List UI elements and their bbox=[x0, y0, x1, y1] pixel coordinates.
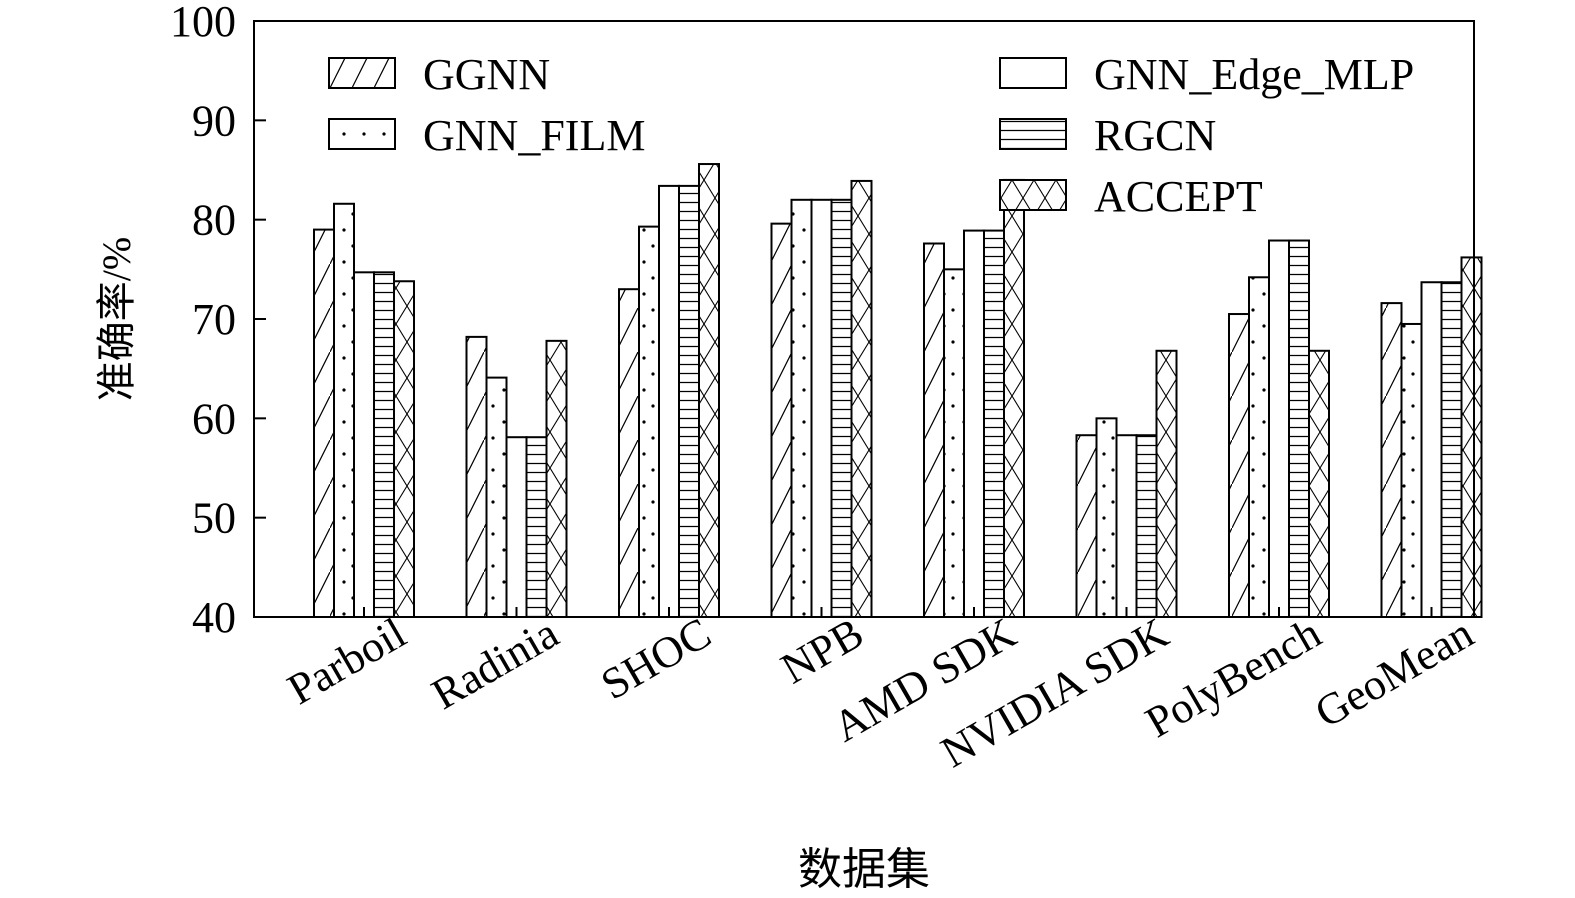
x-tick-label: NPB bbox=[773, 608, 872, 693]
y-tick-label: 70 bbox=[192, 295, 236, 344]
bar bbox=[525, 436, 548, 618]
x-tick-label: SHOC bbox=[593, 608, 719, 709]
legend-swatch bbox=[328, 57, 396, 89]
bar bbox=[923, 242, 945, 619]
bar bbox=[1115, 434, 1138, 618]
bar bbox=[698, 163, 720, 618]
bar bbox=[678, 184, 700, 618]
legend-swatch bbox=[999, 118, 1067, 150]
bar bbox=[983, 229, 1005, 619]
y-tick-label: 90 bbox=[192, 96, 236, 145]
legend-label: GGNN bbox=[423, 50, 550, 99]
bar bbox=[1400, 322, 1423, 618]
bar bbox=[1228, 313, 1250, 618]
bar bbox=[1155, 349, 1178, 618]
bar bbox=[1135, 434, 1158, 618]
y-tick-label: 100 bbox=[170, 0, 236, 46]
bar bbox=[1095, 417, 1118, 619]
bar bbox=[1420, 281, 1443, 618]
bar bbox=[1248, 276, 1270, 618]
bar bbox=[790, 198, 813, 619]
bar bbox=[1308, 349, 1330, 618]
bar bbox=[963, 229, 985, 619]
bar bbox=[545, 339, 568, 618]
bar bbox=[353, 271, 375, 618]
bar bbox=[810, 198, 833, 619]
bar bbox=[333, 202, 355, 618]
legend-swatch bbox=[328, 118, 396, 150]
bar bbox=[1003, 178, 1025, 619]
bar bbox=[1380, 302, 1403, 618]
y-axis: 40 50 60 70 80 90 100 bbox=[170, 0, 266, 642]
legend-swatch bbox=[999, 179, 1067, 211]
bar bbox=[393, 280, 415, 618]
bar bbox=[1460, 256, 1483, 618]
bar bbox=[505, 436, 528, 618]
bar bbox=[943, 268, 965, 618]
bars-layer bbox=[313, 163, 1483, 619]
bar bbox=[373, 271, 395, 618]
bar bbox=[465, 335, 488, 618]
y-tick-label: 50 bbox=[192, 494, 236, 543]
bar bbox=[1075, 434, 1098, 618]
bar bbox=[850, 179, 873, 618]
legend-label: ACCEPT bbox=[1094, 172, 1263, 221]
legend-label: RGCN bbox=[1094, 111, 1216, 160]
legend-label: GNN_Edge_MLP bbox=[1094, 50, 1414, 99]
y-tick-label: 80 bbox=[192, 196, 236, 245]
bar bbox=[1440, 281, 1463, 618]
x-tick-label: Parboil bbox=[279, 608, 414, 714]
legend: GGNN GNN_FILM GNN_Edge_MLP RGCN ACCEPT bbox=[328, 50, 1414, 221]
bar bbox=[1268, 239, 1290, 618]
bar bbox=[658, 184, 680, 618]
x-tick-label: GeoMean bbox=[1307, 608, 1482, 737]
x-axis-label: 数据集 bbox=[798, 845, 930, 894]
bar bbox=[1288, 239, 1310, 618]
x-tick-label: Radinia bbox=[423, 608, 566, 719]
legend-swatch bbox=[999, 57, 1067, 89]
bar bbox=[618, 288, 640, 618]
y-tick-label: 60 bbox=[192, 394, 236, 443]
bar bbox=[313, 228, 335, 618]
bar bbox=[830, 198, 853, 619]
x-tick-label: PolyBench bbox=[1137, 608, 1329, 747]
y-axis-label: 准确率/% bbox=[94, 237, 139, 401]
y-tick-label: 40 bbox=[192, 593, 236, 642]
bar bbox=[638, 225, 660, 618]
bar bbox=[770, 222, 793, 618]
bar bbox=[485, 376, 508, 618]
legend-label: GNN_FILM bbox=[423, 111, 645, 160]
